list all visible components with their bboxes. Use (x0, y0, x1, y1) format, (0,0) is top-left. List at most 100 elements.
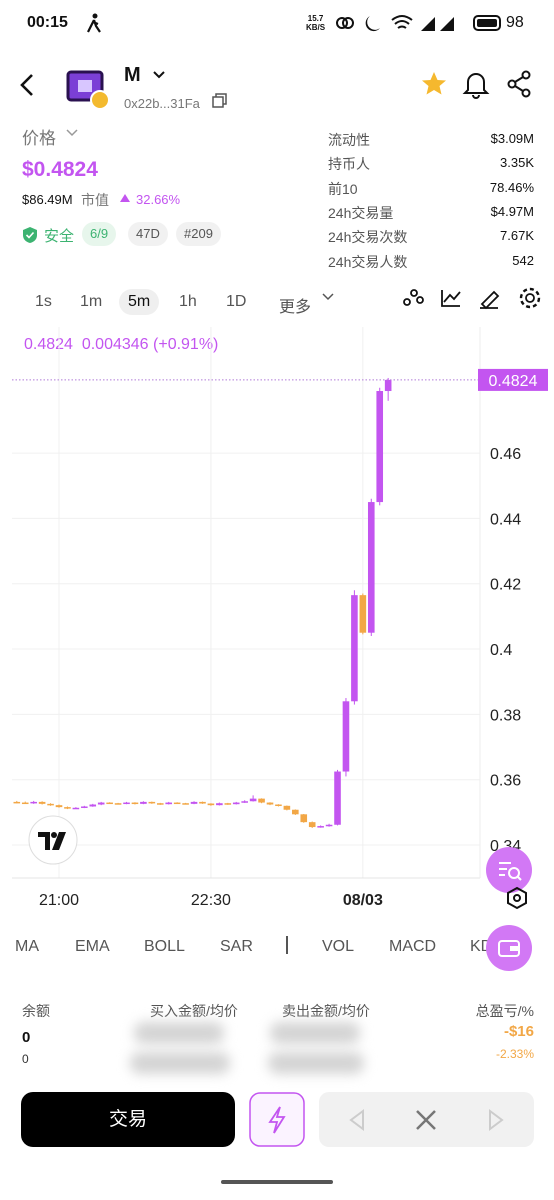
timeframe-tab[interactable]: 1D (226, 293, 247, 310)
candle-body (21, 802, 29, 805)
net-speed-unit: KB/S (306, 23, 326, 32)
candle-body (190, 801, 198, 804)
stat-value: 7.67K (500, 228, 534, 244)
indicator-tab[interactable]: EMA (75, 938, 110, 955)
indicator-tab[interactable]: MA (15, 938, 39, 955)
position-header: 余额 (22, 1003, 50, 1019)
safety-label: 安全 (44, 228, 75, 245)
candle-body (376, 391, 384, 503)
indicator-tab[interactable]: MACD (389, 938, 437, 955)
candle-body (140, 801, 147, 804)
token-dropdown[interactable] (152, 68, 166, 82)
stat-value: 3.35K (500, 155, 534, 171)
balance: 0 (22, 1029, 31, 1046)
candle-body (97, 802, 105, 805)
candlestick-chart[interactable]: 21:00 22:30 08/030.340.360.380.40.420.440.… (0, 325, 554, 915)
position-header: 卖出金额/均价 (282, 1003, 370, 1019)
candle-body (47, 803, 54, 806)
candle-body (224, 803, 232, 805)
shield-icon (23, 227, 37, 243)
tradingview-logo (28, 815, 78, 865)
candle-body (106, 802, 113, 805)
candle-body (131, 802, 139, 805)
blurred-amount (268, 1052, 364, 1074)
candle-body (334, 771, 341, 825)
y-tick-label: 0.4 (490, 642, 512, 659)
indicator-tab[interactable]: SAR (220, 938, 253, 955)
pnl: -$16 (503, 1023, 534, 1040)
candle-body (359, 595, 367, 633)
stat-value: 542 (512, 252, 534, 268)
indicator-tab[interactable]: VOL (322, 938, 355, 955)
market-cap-label: 市值 (81, 192, 109, 208)
wallet-fab[interactable] (485, 924, 533, 972)
stat-label: 24h交易人数 (328, 253, 408, 270)
candle-body (182, 803, 189, 805)
copy-icon[interactable] (212, 93, 228, 109)
candle-body (165, 802, 173, 805)
candle-body (232, 802, 240, 805)
candle-body (216, 803, 223, 806)
timeframe-tab[interactable]: 1s (35, 293, 52, 310)
trade-button[interactable]: 交易 (21, 1092, 235, 1147)
candle-body (89, 804, 97, 807)
back-button[interactable] (16, 72, 40, 98)
search-fab[interactable] (485, 846, 533, 894)
candle-body (173, 802, 181, 805)
header-change-pct: (+0.91%) (153, 336, 219, 353)
stat-label: 24h交易次数 (328, 229, 408, 246)
y-tick-label: 0.38 (490, 707, 521, 724)
stat-value: $4.97M (490, 203, 534, 219)
candle-body (114, 803, 122, 805)
header-change: 0.004346 (81, 336, 149, 353)
pnl-pct: -2.33% (495, 1047, 534, 1061)
candle-body (241, 801, 248, 803)
position-header: 买入金额/均价 (150, 1003, 238, 1019)
more-dropdown[interactable] (322, 292, 334, 302)
candle-body (81, 806, 88, 808)
candle-body (308, 822, 316, 828)
x-tick-label: 22:30 (191, 892, 231, 909)
candle-body (13, 801, 21, 804)
stat-label: 流动性 (328, 132, 370, 148)
x-tick-label: 08/03 (343, 892, 383, 909)
timeframe-tab[interactable]: 1h (179, 293, 197, 310)
price-label: 价格 (22, 129, 56, 148)
timeframe-tab[interactable]: 更多 (279, 299, 312, 316)
nav-controls[interactable] (319, 1092, 534, 1147)
walk-icon (87, 13, 101, 33)
status-time: 00:15 (27, 14, 68, 31)
timeframe-tab[interactable]: 5m (119, 289, 160, 315)
candle-body (300, 814, 308, 823)
quick-trade-button[interactable] (249, 1092, 305, 1147)
price: $0.4824 (22, 158, 98, 181)
candle-body (64, 807, 71, 809)
price-dropdown[interactable] (66, 128, 78, 138)
candle-body (292, 809, 299, 815)
settings-hex[interactable] (505, 886, 529, 910)
timeframe-tab[interactable]: 1m (80, 293, 103, 310)
chart-tools[interactable] (400, 286, 545, 310)
indicator-tab[interactable]: BOLL (144, 938, 185, 955)
candle-body (258, 798, 265, 803)
position-header: 总盈亏/% (475, 1003, 534, 1019)
header-actions[interactable] (420, 70, 540, 100)
candle-body (325, 824, 333, 827)
status-icons (336, 15, 501, 32)
safety-score[interactable]: 6/9 (82, 222, 117, 246)
chart-header: 0.4824 0.004346 (+0.91%) (24, 336, 218, 354)
token-age: 47D (128, 222, 168, 246)
home-indicator (221, 1180, 333, 1184)
candle-body (342, 701, 350, 772)
stat-label: 前10 (328, 180, 358, 197)
candle-body (283, 805, 291, 810)
last-price-label: 0.4824 (489, 373, 538, 390)
candle-body (384, 379, 392, 392)
token-name[interactable]: M (124, 64, 141, 86)
candle-body (38, 801, 46, 804)
candle-body (367, 502, 375, 633)
blurred-amount (134, 1022, 224, 1044)
candle-body (123, 802, 130, 805)
stat-label: 24h交易量 (328, 204, 394, 221)
